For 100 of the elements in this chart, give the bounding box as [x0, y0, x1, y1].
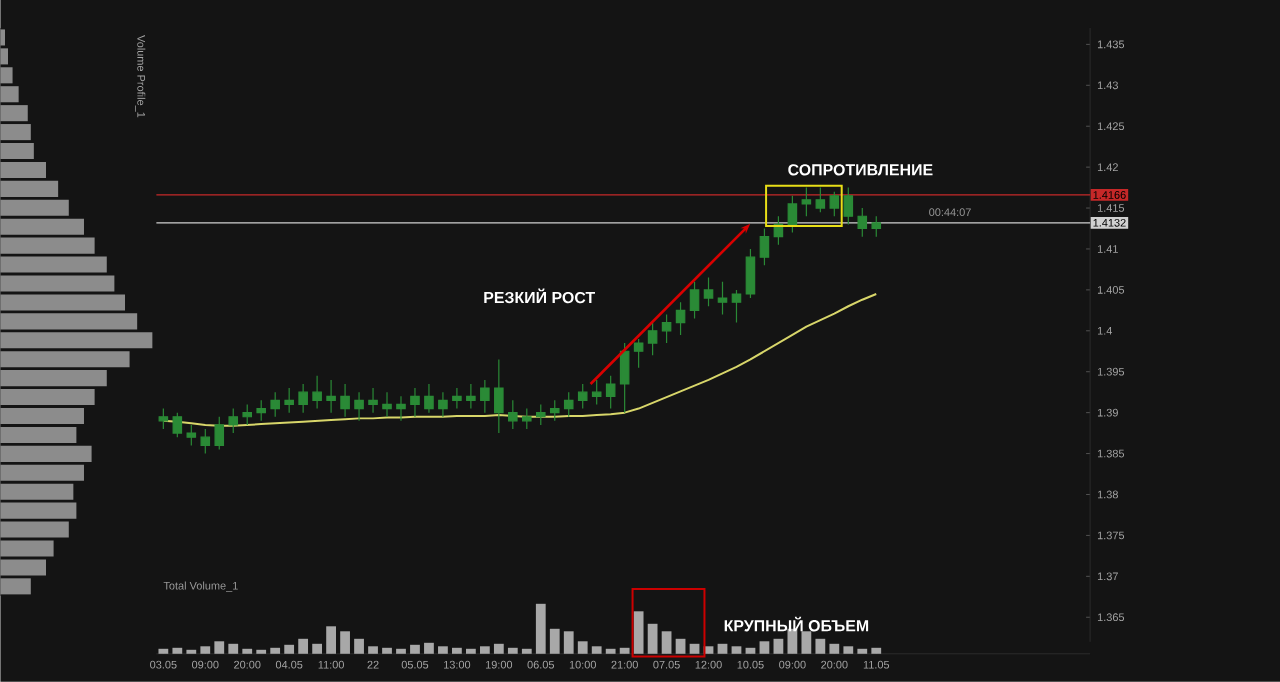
- candlestick: [298, 383, 308, 414]
- candlestick: [158, 408, 169, 430]
- candlestick: [284, 387, 294, 414]
- bar: [619, 647, 630, 654]
- candlestick: [452, 387, 462, 410]
- candlestick: [535, 403, 546, 426]
- bar: [801, 631, 812, 654]
- bar: [424, 642, 434, 654]
- bar: [829, 643, 840, 654]
- bar: [298, 638, 309, 654]
- bar: [633, 611, 644, 654]
- bar: [535, 603, 546, 654]
- bar: [507, 647, 518, 654]
- candlestick: [647, 322, 658, 357]
- candlestick: [368, 387, 378, 414]
- candlestick: [857, 207, 868, 238]
- candlestick: [661, 313, 672, 344]
- candlestick: [466, 383, 476, 410]
- candlestick: [717, 281, 728, 316]
- candlestick: [577, 383, 588, 410]
- candlestick: [871, 215, 882, 238]
- candlestick: [326, 379, 336, 414]
- bar: [452, 647, 462, 654]
- bar: [745, 647, 756, 654]
- candlestick: [200, 428, 211, 455]
- candlestick: [480, 379, 490, 414]
- candlestick: [522, 408, 532, 430]
- bar: [871, 647, 882, 654]
- candlestick: [549, 399, 560, 422]
- candlestick: [382, 391, 392, 418]
- candlestick: [563, 391, 574, 418]
- candlestick: [270, 391, 280, 418]
- bar: [270, 647, 281, 654]
- candlestick: [172, 412, 183, 438]
- candlestick: [605, 375, 616, 410]
- bar: [326, 626, 336, 654]
- bar: [214, 641, 225, 654]
- candlestick: [619, 342, 630, 414]
- candlestick: [787, 195, 798, 234]
- candlestick: [438, 391, 448, 418]
- candlestick: [256, 399, 266, 422]
- bar: [591, 646, 602, 654]
- candlestick: [228, 408, 239, 434]
- bar: [731, 646, 742, 654]
- candlestick: [340, 383, 350, 418]
- bar: [172, 647, 183, 654]
- bar: [368, 646, 378, 654]
- bar: [396, 648, 406, 654]
- bar: [563, 631, 574, 654]
- bar: [675, 638, 686, 654]
- bar: [773, 638, 784, 654]
- bar: [354, 638, 364, 654]
- candlestick: [410, 387, 420, 418]
- bar: [815, 638, 826, 654]
- candlestick: [801, 187, 812, 217]
- bar: [493, 643, 504, 654]
- bar: [340, 631, 350, 654]
- candlestick: [354, 391, 364, 422]
- bar: [689, 643, 700, 654]
- bar: [647, 623, 658, 654]
- bar: [577, 641, 588, 654]
- candlestick: [829, 191, 840, 217]
- bar: [521, 648, 532, 654]
- candlestick: [424, 383, 434, 414]
- candlestick: [312, 375, 322, 410]
- candlestick: [745, 248, 756, 299]
- bar: [465, 648, 476, 654]
- candlestick: [703, 277, 714, 307]
- candlestick: [508, 399, 518, 430]
- bar: [200, 646, 211, 654]
- candlestick: [815, 187, 826, 213]
- bar: [382, 647, 392, 654]
- bar: [787, 628, 798, 654]
- bar: [857, 648, 868, 654]
- bar: [228, 643, 239, 654]
- candlestick: [591, 379, 602, 406]
- bar: [759, 641, 770, 654]
- bar: [438, 646, 448, 654]
- bar: [661, 631, 672, 654]
- candlestick: [186, 424, 197, 447]
- candlestick: [396, 395, 406, 422]
- candlestick: [843, 187, 854, 226]
- candlestick: [494, 358, 504, 434]
- candlestick: [675, 301, 686, 336]
- bar: [549, 628, 560, 654]
- bar: [843, 646, 854, 654]
- bar: [242, 648, 253, 654]
- candlestick: [689, 281, 700, 320]
- candlestick: [731, 289, 742, 324]
- bar: [410, 644, 420, 654]
- bar: [717, 643, 728, 654]
- candlestick: [759, 228, 770, 267]
- bar: [479, 646, 490, 654]
- bar: [284, 644, 295, 654]
- candlestick: [242, 403, 253, 426]
- bar: [158, 648, 169, 654]
- candlestick: [214, 416, 225, 451]
- bar: [312, 643, 323, 654]
- candlestick: [633, 338, 644, 369]
- bar: [605, 648, 616, 654]
